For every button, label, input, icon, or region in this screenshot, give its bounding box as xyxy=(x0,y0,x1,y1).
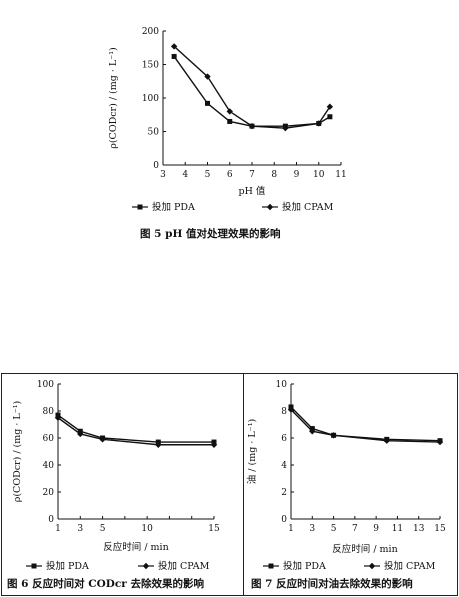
series-line-cpam xyxy=(173,45,331,129)
data-point-pda xyxy=(205,100,210,106)
data-point-cpam xyxy=(383,437,390,444)
x-tick-label: 8 xyxy=(271,170,277,180)
data-point-cpam xyxy=(99,436,106,443)
x-tick-label: 5 xyxy=(100,524,106,534)
figure-7-frame xyxy=(243,373,458,596)
data-point-cpam xyxy=(155,441,162,448)
x-tick-label: 9 xyxy=(373,524,379,534)
x-tick-label: 1 xyxy=(55,524,61,534)
x-tick-label: 7 xyxy=(249,170,255,180)
y-tick-label: 40 xyxy=(43,461,55,471)
y-axis-label: ρ(CODcr) / (mg · L⁻¹) xyxy=(108,47,119,148)
data-point-cpam xyxy=(54,414,62,421)
data-point-cpam xyxy=(315,120,322,127)
series-line-pda xyxy=(290,406,441,442)
x-axis-label: 反应时间 / min xyxy=(332,543,397,555)
y-tick-label: 200 xyxy=(142,27,159,37)
x-tick-label: 10 xyxy=(313,170,325,180)
x-tick-label: 1 xyxy=(288,524,294,534)
chart-2: 0 20 40 60 80 100 1 3 5 10 15 反应时间 / min ρ(CODcr) / … xyxy=(7,380,220,590)
legend-marker-pda xyxy=(31,563,37,569)
data-point-cpam xyxy=(282,124,289,132)
x-axis-label: 反应时间 / min xyxy=(103,541,168,553)
data-point-pda xyxy=(171,53,177,59)
figure-caption: 图 6 反应时间对 CODcr 去除效果的影响 xyxy=(7,577,204,590)
y-tick-label: 20 xyxy=(43,488,55,498)
x-tick-label: 5 xyxy=(331,524,337,534)
legend-label-pda: 投加 PDA xyxy=(152,201,195,213)
x-tick-label: 3 xyxy=(160,170,166,180)
y-tick-label: 80 xyxy=(43,407,55,417)
x-tick-label: 9 xyxy=(294,170,300,180)
y-tick-label: 4 xyxy=(281,461,287,471)
legend-label-cpam: 投加 CPAM xyxy=(158,560,210,572)
x-tick-label: 15 xyxy=(434,524,446,534)
y-tick-label: 60 xyxy=(43,434,55,444)
legend-marker-pda xyxy=(137,204,143,210)
legend-label-pda: 投加 PDA xyxy=(283,560,326,572)
data-point-cpam xyxy=(436,438,444,446)
x-tick-label: 4 xyxy=(182,170,188,180)
y-tick-label: 50 xyxy=(148,128,160,138)
y-tick-label: 8 xyxy=(281,407,287,417)
x-tick-label: 13 xyxy=(413,524,425,534)
x-tick-label: 11 xyxy=(335,170,346,180)
data-point-pda xyxy=(327,114,333,120)
legend-marker-cpam xyxy=(368,562,376,570)
data-point-cpam xyxy=(330,432,337,439)
x-tick-label: 15 xyxy=(208,524,220,534)
data-point-cpam xyxy=(287,406,295,413)
y-tick-label: 2 xyxy=(281,488,287,498)
x-tick-label: 3 xyxy=(77,524,83,534)
data-point-cpam xyxy=(77,430,84,438)
x-tick-label: 11 xyxy=(392,524,403,534)
y-axis-label: 油 / (mg · L⁻¹) xyxy=(246,419,258,484)
y-tick-label: 10 xyxy=(276,380,288,390)
legend-marker-pda xyxy=(268,563,274,569)
x-tick-label: 6 xyxy=(227,170,233,180)
y-tick-label: 0 xyxy=(281,515,287,525)
data-point-cpam xyxy=(170,43,178,50)
x-tick-label: 3 xyxy=(309,524,315,534)
data-point-cpam xyxy=(326,103,334,110)
x-axis-label: pH 值 xyxy=(239,185,266,197)
data-point-cpam xyxy=(248,122,256,130)
data-point-cpam xyxy=(204,73,211,80)
data-point-cpam xyxy=(226,108,233,115)
y-tick-label: 0 xyxy=(48,515,54,525)
figure-caption: 图 7 反应时间对油去除效果的影响 xyxy=(251,577,413,590)
legend-marker-cpam xyxy=(266,203,274,211)
series-line-pda xyxy=(57,414,214,443)
chart-1: 0 50 100 150 200 3 4 5 6 7 8 9 10 11 pH 值 ρ(CODcr) / (m… xyxy=(108,27,347,240)
y-tick-label: 0 xyxy=(153,161,159,171)
legend-label-cpam: 投加 CPAM xyxy=(384,560,436,572)
data-point-pda xyxy=(227,118,233,124)
y-tick-label: 150 xyxy=(142,61,159,71)
data-point-cpam xyxy=(309,428,316,435)
figure-caption: 图 5 pH 值对处理效果的影响 xyxy=(140,227,281,240)
y-tick-label: 100 xyxy=(37,380,54,390)
legend-label-pda: 投加 PDA xyxy=(46,560,89,572)
legend-marker-cpam xyxy=(142,562,150,570)
y-tick-label: 6 xyxy=(281,434,287,444)
legend-label-cpam: 投加 CPAM xyxy=(282,201,334,213)
y-axis-label: ρ(CODcr) / (mg · L⁻¹) xyxy=(12,401,23,502)
x-tick-label: 10 xyxy=(141,524,153,534)
x-tick-label: 7 xyxy=(352,524,358,534)
data-point-cpam xyxy=(210,441,218,448)
x-tick-label: 5 xyxy=(205,170,211,180)
y-tick-label: 100 xyxy=(142,94,159,104)
